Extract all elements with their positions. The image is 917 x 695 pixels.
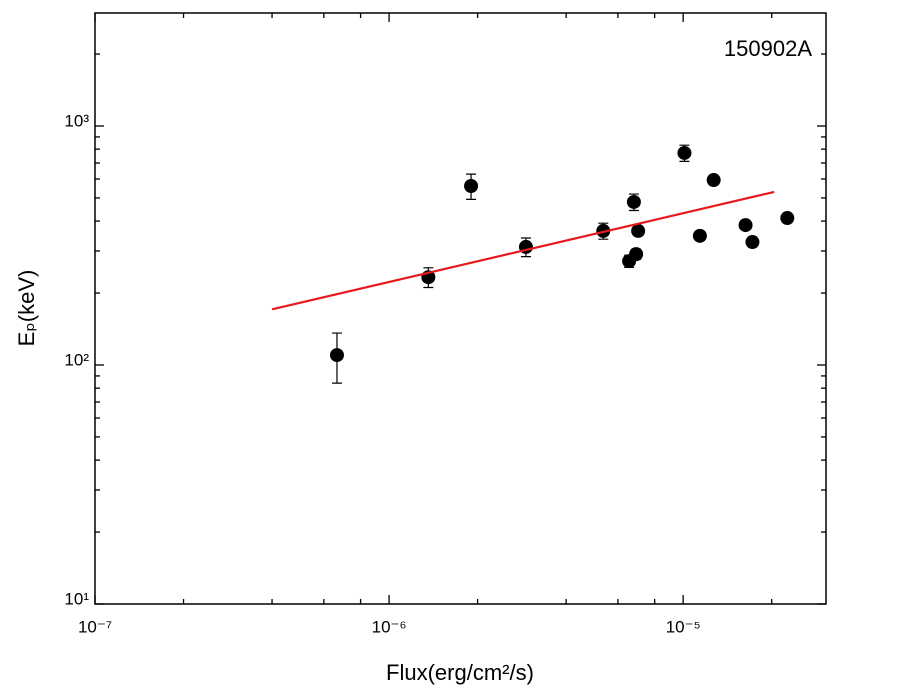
point (780, 211, 795, 226)
point (706, 173, 721, 188)
point (626, 194, 641, 209)
x-tick-label: 10⁻⁷ (78, 617, 112, 636)
y-tick-label: 10² (64, 350, 89, 369)
point (629, 247, 644, 262)
point (692, 228, 707, 243)
annotation: 150902A (724, 36, 812, 61)
point (745, 235, 760, 250)
x-axis-label: Flux(erg/cm²/s) (386, 660, 534, 685)
fit-line (271, 190, 775, 311)
x-tick-label: 10⁻⁵ (666, 617, 701, 636)
point (631, 223, 646, 238)
x-tick-label: 10⁻⁶ (372, 617, 407, 636)
y-axis-label: Eₚ(keV) (14, 270, 39, 347)
point (677, 145, 692, 160)
y-tick-label: 10³ (64, 111, 89, 130)
point (464, 178, 479, 193)
plot-frame (94, 12, 827, 605)
point (738, 218, 753, 233)
point (329, 348, 344, 363)
y-tick-label: 10¹ (64, 589, 89, 608)
